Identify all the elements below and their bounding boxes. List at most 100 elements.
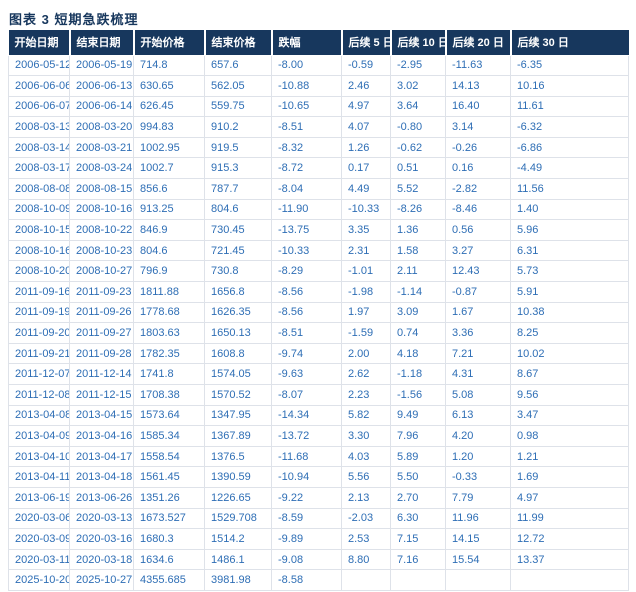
table-cell: 2008-10-15	[8, 219, 70, 241]
table-cell: 3.47	[510, 404, 629, 427]
table-cell: 2008-08-15	[69, 178, 134, 200]
table-cell: -11.63	[445, 55, 511, 77]
table-cell: -8.32	[271, 136, 342, 159]
table-cell: 846.9	[133, 219, 205, 241]
table-cell: 4.97	[341, 95, 391, 118]
table-cell: 0.51	[390, 157, 446, 180]
table-cell: -8.07	[271, 384, 342, 406]
table-row: 2011-12-08 2011-12-15 1708.38 1570.52 -8.07 2…	[8, 384, 629, 406]
table-cell: 2006-06-14	[69, 95, 134, 118]
table-cell: -4.49	[510, 157, 629, 180]
table-cell: 1367.89	[204, 425, 272, 447]
table-cell: 1585.34	[133, 425, 205, 447]
table-row: 2011-09-16 2011-09-23 1811.88 1656.8 -8.56 -1…	[8, 281, 629, 303]
table-row: 2008-10-20 2008-10-27 796.9 730.8 -8.29 -1.01…	[8, 260, 629, 283]
table-cell: 2011-09-21	[8, 342, 70, 365]
table-cell: 915.3	[204, 157, 272, 180]
table-cell: 919.5	[204, 136, 272, 159]
table-cell: 2013-04-08	[8, 404, 70, 427]
table-cell: 2.70	[390, 486, 446, 509]
table-cell: 7.16	[390, 548, 446, 571]
table-cell: -13.75	[271, 219, 342, 241]
table-cell: 0.74	[390, 322, 446, 344]
table-cell: 804.6	[133, 239, 205, 262]
table-cell: 1514.2	[204, 528, 272, 550]
table-row: 2008-03-14 2008-03-21 1002.95 919.5 -8.32 1.2…	[8, 136, 629, 159]
table-cell: 7.79	[445, 486, 511, 509]
table-cell: 1656.8	[204, 281, 272, 303]
table-row: 2020-03-09 2020-03-16 1680.3 1514.2 -9.89 2.5…	[8, 528, 629, 550]
table-cell: 9.49	[390, 404, 446, 427]
table-row: 2011-12-07 2011-12-14 1741.8 1574.05 -9.63 2.…	[8, 363, 629, 385]
table-cell: 787.7	[204, 178, 272, 200]
table-cell: -1.56	[390, 384, 446, 406]
table-cell: 11.96	[445, 507, 511, 530]
table-cell: 1680.3	[133, 528, 205, 550]
table-row: 2013-04-09 2013-04-16 1585.34 1367.89 -13.72…	[8, 425, 629, 447]
table-cell: -0.33	[445, 466, 511, 488]
table-row: 2008-10-15 2008-10-22 846.9 730.45 -13.75 3.3…	[8, 219, 629, 241]
table-cell: 2008-03-17	[8, 157, 70, 180]
table-cell: 626.45	[133, 95, 205, 118]
table-cell: 13.37	[510, 548, 629, 571]
table-row: 2020-03-11 2020-03-18 1634.6 1486.1 -9.08 8.8…	[8, 548, 629, 571]
table-cell: -1.14	[390, 281, 446, 303]
table-cell: 8.25	[510, 322, 629, 344]
table-cell: 1570.52	[204, 384, 272, 406]
table-cell: 804.6	[204, 198, 272, 221]
table-cell: 3.09	[390, 301, 446, 324]
table-cell: 2013-04-18	[69, 466, 134, 488]
table-cell: 2011-09-19	[8, 301, 70, 324]
table-cell: -8.72	[271, 157, 342, 180]
table-cell: 3.35	[341, 219, 391, 241]
table-cell: 1002.7	[133, 157, 205, 180]
table-cell: 1.97	[341, 301, 391, 324]
table-cell: 11.61	[510, 95, 629, 118]
table-cell: 4.07	[341, 116, 391, 138]
table-cell: 2013-04-10	[8, 445, 70, 468]
table-cell: 2.13	[341, 486, 391, 509]
table-cell: -0.87	[445, 281, 511, 303]
table-cell: 1673.527	[133, 507, 205, 530]
table-cell: 2013-04-17	[69, 445, 134, 468]
table-cell: 5.50	[390, 466, 446, 488]
table-cell: -2.95	[390, 55, 446, 77]
table-cell: 2025-10-20	[8, 569, 70, 591]
table-cell: 2008-10-16	[69, 198, 134, 221]
table-cell: 5.89	[390, 445, 446, 468]
table-cell: 3.64	[390, 95, 446, 118]
table-cell: -2.03	[341, 507, 391, 530]
table-cell: 5.52	[390, 178, 446, 200]
table-row: 2011-09-21 2011-09-28 1782.35 1608.8 -9.74 2.…	[8, 342, 629, 365]
table-cell: 5.56	[341, 466, 391, 488]
table-cell: 1608.8	[204, 342, 272, 365]
table-row: 2020-03-06 2020-03-13 1673.527 1529.708 -8.5…	[8, 507, 629, 530]
table-cell: 4.31	[445, 363, 511, 385]
table-cell: 2011-09-16	[8, 281, 70, 303]
table-cell: 8.67	[510, 363, 629, 385]
table-row: 2006-06-06 2006-06-13 630.65 562.05 -10.88 2.…	[8, 75, 629, 97]
table-cell: 2020-03-13	[69, 507, 134, 530]
table-cell: 6.30	[390, 507, 446, 530]
table-cell: 1741.8	[133, 363, 205, 385]
table-cell: 14.13	[445, 75, 511, 97]
table-cell: 10.16	[510, 75, 629, 97]
table-cell: 2013-04-09	[8, 425, 70, 447]
table-cell: -8.29	[271, 260, 342, 283]
table-row: 2013-04-10 2013-04-17 1558.54 1376.5 -11.68 4…	[8, 445, 629, 468]
table-cell: -1.01	[341, 260, 391, 283]
table-cell: 15.54	[445, 548, 511, 571]
table-cell: 2008-10-16	[8, 239, 70, 262]
table-cell: 7.15	[390, 528, 446, 550]
table-cell: 4355.685	[133, 569, 205, 591]
table-cell: -6.35	[510, 55, 629, 77]
table-cell: 2.00	[341, 342, 391, 365]
table-cell: 1.26	[341, 136, 391, 159]
table-cell: 3.02	[390, 75, 446, 97]
table-cell: 9.56	[510, 384, 629, 406]
table-cell: 913.25	[133, 198, 205, 221]
table-cell: 2.53	[341, 528, 391, 550]
table-cell: 1811.88	[133, 281, 205, 303]
table-cell: 1226.65	[204, 486, 272, 509]
table-header: 开始日期 结束日期 开始价格 结束价格 跌幅 后续 5 日后续 10 日后续 20 日后续…	[8, 30, 629, 56]
